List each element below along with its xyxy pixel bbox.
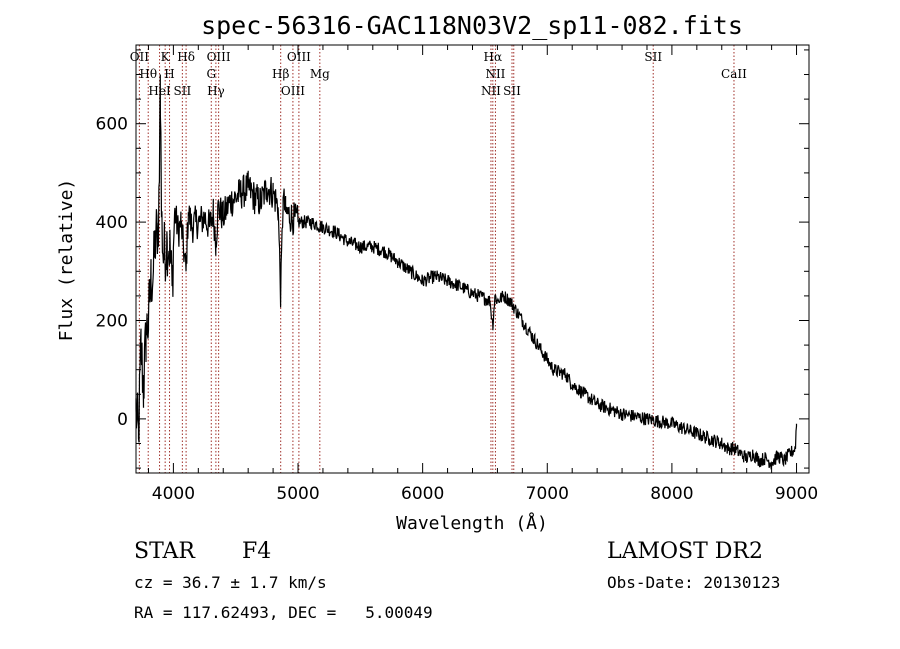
x-axis-label: Wavelength (Å) [396,512,548,534]
spectral-line-label: Hθ [139,67,157,81]
spectral-line-label: Hα [484,50,503,64]
coordinates: RA = 117.62493, DEC = 5.00049 [134,603,433,622]
x-tick-label: 5000 [276,484,319,504]
y-tick-label: 400 [96,213,128,233]
plot-frame [135,44,810,474]
spectral-line-label: OIII [207,50,231,64]
spectral-line-label: CaII [721,67,747,81]
spectral-line-label: K [161,50,171,64]
spectral-line-label: OII [130,50,150,64]
y-axis-ticks: 0 200 400 600 [96,49,809,469]
y-tick-label: 200 [96,311,128,331]
survey-name: LAMOST DR2 [607,539,763,564]
spectral-line-labels: OIIHθHeIKHSIIHδGHγOIIIHβOIIIOIIIMgNIIHαN… [130,50,747,98]
cz-velocity: cz = 36.7 ± 1.7 km/s [134,573,327,592]
spectral-line-label: NII [485,67,505,81]
x-tick-label: 7000 [526,484,569,504]
object-class: STAR [134,539,195,564]
spectral-line-label: G [206,67,216,81]
spectral-line-label: Hδ [177,50,195,64]
x-tick-label: 6000 [401,484,444,504]
spectral-line-label: OIII [287,50,311,64]
spectral-line-label: OIII [281,84,305,98]
x-tick-label: 4000 [152,484,195,504]
spectral-line-label: H [164,67,174,81]
spectral-line-label: Mg [310,67,330,81]
chart-title: spec-56316-GAC118N03V2_sp11-082.fits [201,11,743,40]
obs-date: Obs-Date: 20130123 [607,573,781,592]
spectral-line-label: SII [503,84,521,98]
object-subclass: F4 [242,539,272,564]
x-axis-ticks: 4000 5000 6000 7000 8000 9000 [147,45,818,504]
spectral-line-label: NII [481,84,501,98]
spectral-line-label: Hγ [207,84,225,98]
spectrum-series-line [135,74,798,470]
spectral-line-markers [138,45,735,473]
x-tick-label: 8000 [650,484,693,504]
spectral-line-label: SII [174,84,192,98]
y-axis-label: Flux (relative) [56,179,77,342]
x-tick-label: 9000 [775,484,818,504]
spectral-line-label: Hβ [272,67,289,81]
spectrum-chart: spec-56316-GAC118N03V2_sp11-082.fits OII… [56,11,818,534]
y-tick-label: 600 [96,115,128,135]
y-tick-label: 0 [117,410,128,430]
spectral-line-label: SII [644,50,662,64]
